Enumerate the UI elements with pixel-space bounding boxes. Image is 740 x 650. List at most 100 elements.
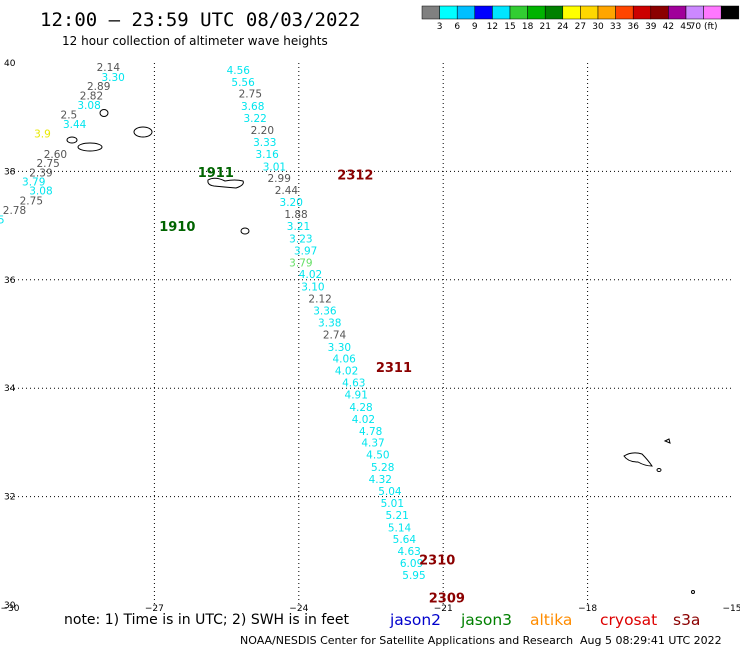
wave-height-value: 3.30	[101, 72, 124, 84]
colorbar-label: 9	[472, 22, 478, 32]
colorbar-label: 39	[645, 22, 657, 32]
wave-height-value: 2.39	[29, 167, 52, 179]
wave-height-value: 3.97	[294, 245, 317, 257]
timestamp-text: Aug 5 08:29:41 UTC 2022	[580, 634, 722, 647]
x-tick-label: −18	[578, 604, 597, 614]
wave-height-value: 3.9	[34, 128, 51, 140]
wave-height-value: 4.63	[342, 378, 365, 390]
colorbar-swatch	[439, 5, 458, 20]
island-outline	[99, 109, 109, 117]
satellite-name: altika	[530, 611, 572, 629]
y-tick-label: 38	[4, 167, 16, 177]
satellite-name: cryosat	[600, 611, 657, 629]
colorbar-label: 45	[680, 22, 691, 32]
colorbar-swatch	[615, 5, 634, 20]
wave-height-value: 3.38	[318, 317, 341, 329]
island-outline	[623, 452, 653, 467]
island-outline	[66, 136, 78, 144]
wave-height-value: 2.75	[20, 195, 43, 207]
colorbar-label: 24	[557, 22, 569, 32]
wave-height-value: 5.56	[231, 77, 255, 89]
pass-time-label: 1911	[198, 166, 234, 181]
wave-height-value: 2.75	[36, 158, 59, 170]
colorbar-label: 12	[487, 22, 498, 32]
wave-height-value: 3.20	[280, 197, 303, 209]
colorbar-label: 27	[575, 22, 586, 32]
wave-height-value: 5.95	[402, 570, 425, 582]
colorbar-swatch	[668, 5, 687, 20]
satellite-name: jason2	[389, 611, 441, 629]
colorbar-swatch	[527, 5, 546, 20]
wave-height-value: 4.91	[345, 389, 368, 401]
wave-height-value: 3.22	[243, 113, 266, 125]
wave-height-value: 4.02	[299, 269, 322, 281]
y-tick-label: 36	[4, 276, 16, 286]
wave-height-value: 3.30	[328, 342, 351, 354]
wave-height-value: 3.23	[289, 233, 312, 245]
island-outline	[656, 468, 662, 472]
wave-height-values: 2.143.302.892.823.082.53.443.92.602.752.…	[0, 62, 426, 582]
wave-height-value: 4.50	[366, 450, 389, 462]
wave-height-value: 4.37	[361, 438, 384, 450]
pass-time-label: 2312	[337, 169, 373, 184]
island-outline	[77, 142, 103, 152]
wave-height-value: 4.63	[397, 546, 420, 558]
pass-time-labels: 1911 1910 2312 2311 2310 2309	[159, 166, 465, 606]
wave-height-value: 4.78	[359, 426, 382, 438]
wave-height-value: 2.5	[61, 109, 78, 121]
colorbar-swatch	[720, 5, 740, 20]
wave-height-value: 2.99	[268, 173, 291, 185]
wave-height-value: 5.01	[381, 498, 404, 510]
wave-height-value: 4.56	[227, 65, 251, 77]
y-tick-label: 34	[4, 384, 16, 394]
pass-time-label: 2310	[419, 553, 455, 568]
wave-height-value: 5.28	[371, 462, 394, 474]
wave-height-value: 2.78	[3, 205, 26, 217]
footer-note: note: 1) Time is in UTC; 2) SWH is in fe…	[64, 612, 350, 628]
colorbar-label: 3	[437, 22, 443, 32]
satellite-name: jason3	[460, 611, 512, 629]
wave-height-value: 3.01	[263, 161, 286, 173]
y-tick-label: 40	[4, 59, 16, 69]
island-outline	[240, 227, 250, 235]
wave-height-value: 2.60	[44, 149, 67, 161]
x-tick-label: −30	[1, 604, 20, 614]
wave-height-value: 6.09	[400, 558, 423, 570]
colorbar-swatch	[650, 5, 669, 20]
satellite-name: s3a	[673, 611, 700, 629]
y-tick-label: 30	[4, 601, 16, 611]
x-tick-label: −21	[434, 604, 453, 614]
wave-height-value: 5.04	[378, 486, 402, 498]
colorbar-swatch	[597, 5, 616, 20]
wave-height-value: 3.33	[253, 137, 276, 149]
wave-height-value: 3.08	[77, 100, 100, 112]
wave-height-value: 4.02	[352, 414, 375, 426]
x-tick-label: −24	[289, 604, 308, 614]
wave-height-value: 4.32	[369, 474, 392, 486]
satellite-legend: jason2 jason3 altika cryosat s3a	[389, 611, 700, 629]
wave-height-value: 3.79	[289, 257, 312, 269]
wave-height-value: 1.88	[284, 209, 307, 221]
x-tick-label: −15	[723, 604, 740, 614]
island-outline	[691, 590, 695, 594]
colorbar-swatch	[544, 5, 564, 20]
wave-height-value: 3.79	[22, 176, 45, 188]
colorbar-label: 15	[504, 22, 515, 32]
colorbar-swatch	[580, 5, 599, 20]
colorbar-swatch	[562, 5, 581, 20]
colorbar-swatch	[509, 5, 528, 20]
wave-height-value: 2.82	[80, 90, 103, 102]
chart-subtitle: 12 hour collection of altimeter wave hei…	[62, 34, 328, 48]
pass-time-label: 2311	[376, 361, 412, 376]
wave-height-value: 3.08	[29, 186, 52, 198]
wave-height-value: 5.21	[385, 510, 408, 522]
wave-height-value: 3.10	[301, 282, 324, 294]
wave-height-value: 3.68	[241, 101, 264, 113]
y-tick-label: 32	[4, 493, 15, 503]
island-outline	[663, 438, 671, 444]
colorbar-label: 18	[522, 22, 534, 32]
wave-height-value: 3.25	[0, 214, 5, 226]
